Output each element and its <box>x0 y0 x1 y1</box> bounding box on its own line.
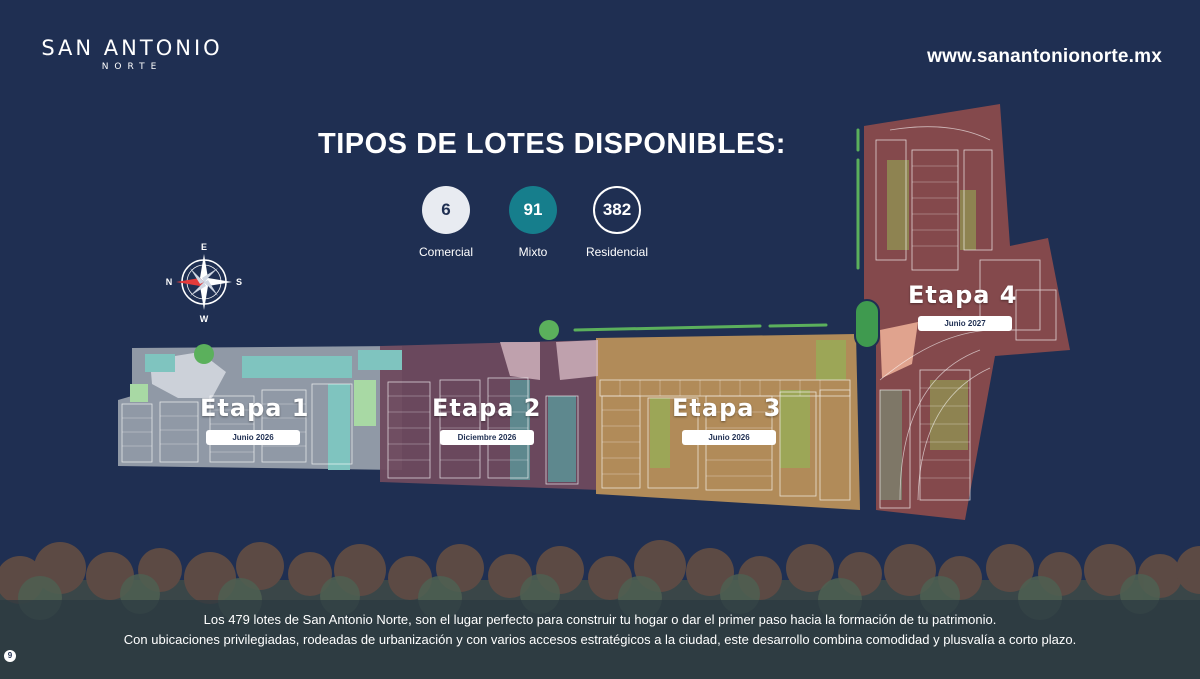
roundabout-3 <box>854 299 880 349</box>
compass-icon: E W N S <box>166 242 242 324</box>
etapa-2-title: Etapa 2 <box>432 394 542 422</box>
stat-mixto-label: Mixto <box>518 245 548 259</box>
description-line-1: Los 479 lotes de San Antonio Norte, son … <box>203 612 997 627</box>
stat-residencial: 382 Residencial <box>567 186 667 259</box>
brand-logo: SAN ANTONIO NORTE <box>24 36 240 72</box>
tree-line <box>0 540 1200 679</box>
compass-e: E <box>201 242 207 252</box>
description: Los 479 lotes de San Antonio Norte, son … <box>0 610 1200 650</box>
etapa-2-area <box>380 340 600 490</box>
brand-name: SAN ANTONIO <box>41 36 223 60</box>
brand-subtitle: NORTE <box>101 62 163 72</box>
etapa-3-date: Junio 2026 <box>682 430 776 445</box>
roundabout-1 <box>194 344 214 364</box>
etapa-3-title: Etapa 3 <box>672 394 782 422</box>
compass-n: N <box>166 277 173 287</box>
page-number: 9 <box>4 650 16 662</box>
etapa-4-date: Junio 2027 <box>918 316 1012 331</box>
roundabout-2 <box>539 320 559 340</box>
stat-comercial-value: 6 <box>422 186 470 234</box>
stat-mixto-value: 91 <box>509 186 557 234</box>
stat-comercial: 6 Comercial <box>396 186 496 259</box>
compass-w: W <box>200 314 209 324</box>
website-link[interactable]: www.sanantonionorte.mx <box>927 46 1162 67</box>
etapa-1-title: Etapa 1 <box>200 394 310 422</box>
etapa-1-date: Junio 2026 <box>206 430 300 445</box>
description-line-2: Con ubicaciones privilegiadas, rodeadas … <box>123 632 1077 647</box>
stat-residencial-value: 382 <box>593 186 641 234</box>
stat-mixto: 91 Mixto <box>483 186 583 259</box>
stat-residencial-label: Residencial <box>585 245 649 259</box>
page-title: TIPOS DE LOTES DISPONIBLES: <box>318 128 786 160</box>
stat-comercial-label: Comercial <box>418 245 473 259</box>
etapa-2-date: Diciembre 2026 <box>440 430 534 445</box>
compass-s: S <box>236 277 242 287</box>
etapa-4-title: Etapa 4 <box>908 281 1018 309</box>
etapa-4-area <box>864 104 1070 520</box>
